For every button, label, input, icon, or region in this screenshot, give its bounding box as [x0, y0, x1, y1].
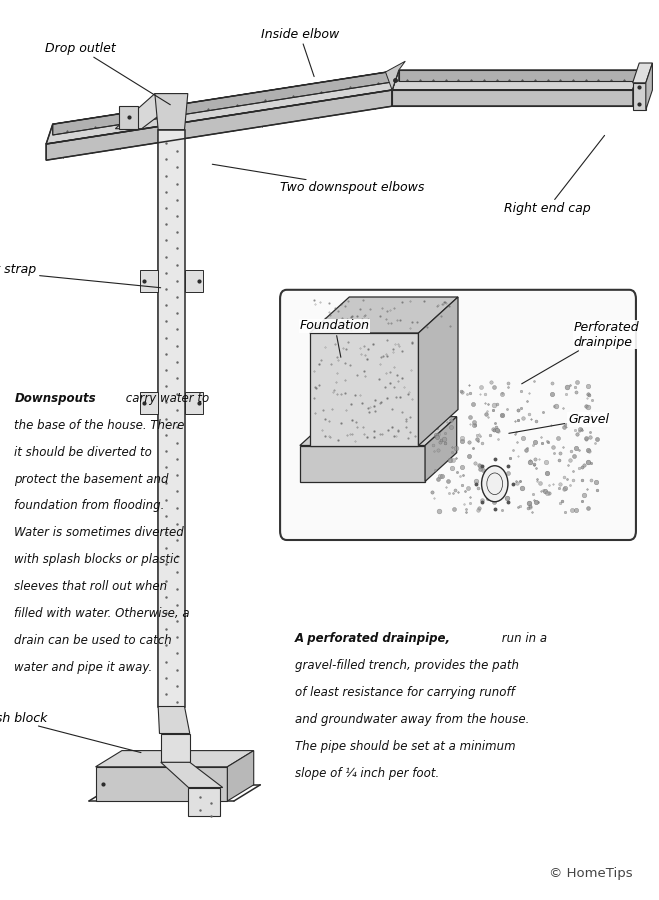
Text: Two downspout elbows: Two downspout elbows: [212, 164, 424, 194]
Polygon shape: [181, 122, 185, 706]
Text: drain can be used to catch: drain can be used to catch: [14, 634, 172, 647]
Polygon shape: [185, 392, 203, 414]
Text: Downspout strap: Downspout strap: [0, 264, 161, 288]
Text: sleeves that roll out when: sleeves that roll out when: [14, 580, 167, 593]
Polygon shape: [158, 122, 162, 706]
Polygon shape: [53, 70, 399, 135]
Polygon shape: [140, 392, 158, 414]
Polygon shape: [115, 94, 188, 129]
Polygon shape: [386, 61, 405, 90]
Polygon shape: [633, 83, 646, 110]
Polygon shape: [425, 417, 457, 482]
Text: Gravel: Gravel: [509, 413, 609, 433]
Text: carry water to: carry water to: [122, 392, 209, 404]
Polygon shape: [300, 417, 457, 446]
Polygon shape: [46, 90, 392, 160]
Text: The pipe should be set at a minimum: The pipe should be set at a minimum: [295, 740, 516, 752]
Text: of least resistance for carrying runoff: of least resistance for carrying runoff: [295, 686, 515, 698]
Text: water and pipe it away.: water and pipe it away.: [14, 662, 153, 674]
Polygon shape: [158, 130, 185, 706]
Text: A perforated drainpipe,: A perforated drainpipe,: [295, 632, 451, 644]
Text: run in a: run in a: [498, 632, 548, 644]
Polygon shape: [119, 106, 138, 129]
Text: slope of ¼ inch per foot.: slope of ¼ inch per foot.: [295, 767, 440, 779]
Polygon shape: [46, 70, 399, 144]
Polygon shape: [300, 446, 425, 482]
Text: © HomeTips: © HomeTips: [549, 868, 633, 880]
Polygon shape: [155, 94, 188, 130]
Polygon shape: [399, 70, 639, 81]
Polygon shape: [392, 90, 633, 106]
Polygon shape: [633, 63, 652, 83]
Text: filled with water. Otherwise, a: filled with water. Otherwise, a: [14, 608, 190, 620]
Text: and groundwater away from the house.: and groundwater away from the house.: [295, 713, 530, 725]
Text: Perforated
drainpipe: Perforated drainpipe: [522, 320, 639, 383]
Polygon shape: [161, 734, 190, 762]
Text: Drop outlet: Drop outlet: [45, 42, 170, 104]
Text: it should be diverted to: it should be diverted to: [14, 446, 152, 458]
Text: Downspouts: Downspouts: [14, 392, 96, 404]
Polygon shape: [392, 70, 639, 90]
Text: foundation from flooding.: foundation from flooding.: [14, 500, 165, 512]
Text: gravel-filled trench, provides the path: gravel-filled trench, provides the path: [295, 659, 519, 671]
Polygon shape: [227, 751, 254, 801]
Polygon shape: [161, 762, 223, 788]
Polygon shape: [96, 767, 227, 801]
Text: protect the basement and: protect the basement and: [14, 472, 169, 485]
Polygon shape: [418, 297, 458, 446]
Polygon shape: [140, 270, 158, 292]
Text: the base of the house. There: the base of the house. There: [14, 418, 185, 431]
Text: Right end cap: Right end cap: [504, 135, 604, 215]
Polygon shape: [310, 333, 418, 446]
Polygon shape: [158, 706, 190, 733]
Polygon shape: [96, 751, 254, 767]
Polygon shape: [646, 63, 652, 110]
Circle shape: [482, 466, 508, 502]
Text: Splash block: Splash block: [0, 712, 141, 752]
Polygon shape: [310, 297, 458, 333]
Text: Water is sometimes diverted: Water is sometimes diverted: [14, 526, 185, 539]
FancyBboxPatch shape: [280, 290, 636, 540]
Text: Foundation: Foundation: [300, 320, 370, 357]
Polygon shape: [185, 270, 203, 292]
Text: Inside elbow: Inside elbow: [261, 28, 339, 76]
Polygon shape: [188, 788, 220, 816]
Text: with splash blocks or plastic: with splash blocks or plastic: [14, 554, 181, 566]
